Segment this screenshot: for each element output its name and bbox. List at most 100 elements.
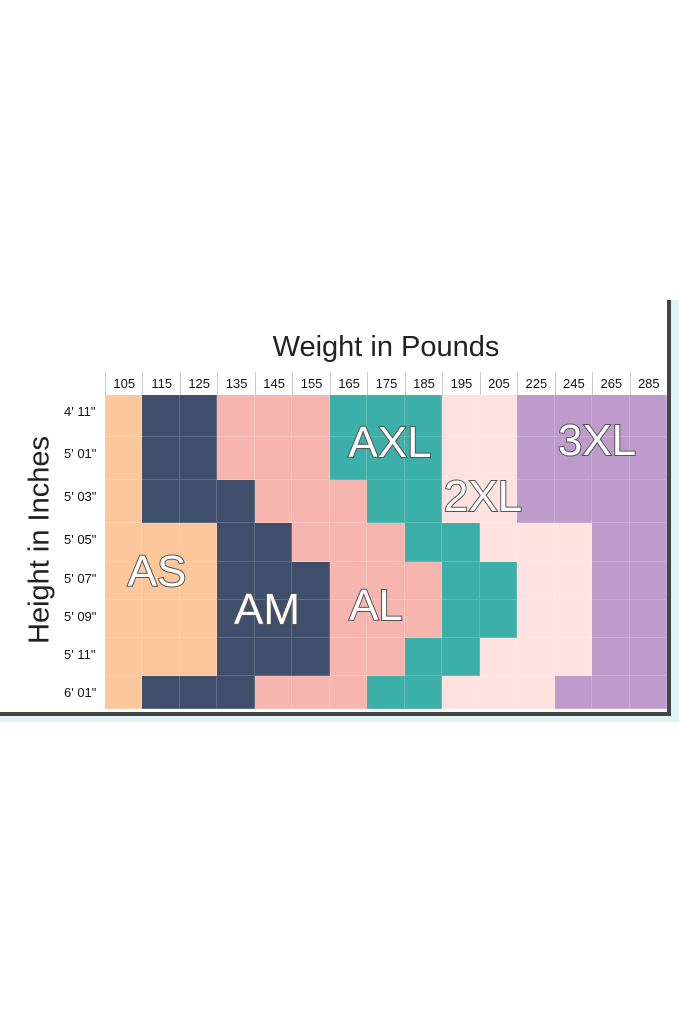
grid-cell-al: [329, 523, 368, 562]
grid-cell-2xl: [442, 480, 480, 523]
grid-cell-3xl: [629, 480, 668, 523]
x-tick-labels: 105 115 125 135 145 155 165 175 185 195 205 225 245 2…: [105, 372, 667, 395]
x-tick-label: 125: [179, 372, 217, 395]
grid-cell-am: [179, 480, 218, 523]
grid-cell-2xl: [479, 523, 518, 562]
grid-cell-axl: [479, 600, 518, 638]
grid-cell-3xl: [629, 562, 668, 600]
grid-cell-3xl: [629, 600, 668, 638]
grid-cell-al: [292, 395, 330, 437]
grid-cell-2xl: [554, 562, 593, 600]
grid-cell-3xl: [592, 395, 630, 437]
grid-cell-as: [179, 562, 218, 600]
y-tick-label: 6' 01": [64, 685, 97, 700]
grid-cell-am: [179, 676, 218, 709]
grid-cell-axl: [442, 638, 480, 676]
y-tick-label: 5' 07": [64, 571, 97, 586]
grid-cell-al: [329, 480, 368, 523]
x-tick-label: 165: [329, 372, 367, 395]
grid-cell-3xl: [554, 395, 593, 437]
grid-cell-am: [292, 562, 330, 600]
grid-cell-as: [105, 395, 143, 437]
grid-cell-axl: [367, 480, 405, 523]
grid-cell-al: [292, 676, 330, 709]
grid-cell-2xl: [442, 395, 480, 437]
grid-cell-axl: [404, 676, 443, 709]
y-axis-label: Height in Inches: [23, 436, 56, 644]
x-tick-label: 265: [592, 372, 629, 395]
grid-cell-axl: [404, 523, 443, 562]
grid-cell-3xl: [629, 638, 668, 676]
y-tick-label: 5' 09": [64, 609, 97, 624]
size-label-3xl: 3XL: [557, 415, 637, 466]
y-tick-label: 4' 11": [64, 404, 96, 419]
grid-cell-3xl: [629, 523, 668, 562]
grid-cell-al: [217, 437, 255, 480]
grid-cell-2xl: [517, 638, 555, 676]
grid-cell-axl: [404, 480, 443, 523]
grid-row: [105, 395, 668, 437]
grid-cell-am: [292, 638, 330, 676]
grid-cell-axl: [367, 437, 405, 480]
grid-cell-am: [217, 676, 255, 709]
grid-cell-2xl: [517, 600, 555, 638]
grid-cell-2xl: [554, 523, 593, 562]
grid-row: [105, 562, 668, 600]
size-label-al: AL: [348, 580, 404, 631]
grid-cell-2xl: [517, 523, 555, 562]
grid-cell-2xl: [479, 437, 518, 480]
grid-cell-axl: [329, 395, 368, 437]
grid-cell-3xl: [629, 676, 668, 709]
y-tick-label: 5' 05": [64, 532, 97, 547]
grid-cell-axl: [442, 523, 480, 562]
grid-cell-am: [254, 600, 293, 638]
grid-cell-al: [404, 562, 443, 600]
grid-cell-3xl: [554, 437, 593, 480]
grid-cell-al: [367, 523, 405, 562]
x-tick-label: 285: [629, 372, 667, 395]
grid-cell-axl: [367, 395, 405, 437]
grid-cell-am: [142, 437, 180, 480]
grid-cell-al: [329, 638, 368, 676]
size-label-as: AS: [127, 546, 188, 597]
grid-cell-axl: [367, 676, 405, 709]
grid-cell-al: [329, 600, 368, 638]
grid-cell-as: [142, 638, 180, 676]
grid-cell-am: [217, 480, 255, 523]
x-tick-label: 115: [142, 372, 179, 395]
grid-cell-al: [367, 638, 405, 676]
grid-cell-al: [404, 600, 443, 638]
chart-frame: [0, 300, 671, 716]
grid-cell-2xl: [517, 562, 555, 600]
grid-cell-am: [142, 480, 180, 523]
grid-cell-3xl: [592, 437, 630, 480]
grid-cell-2xl: [442, 676, 480, 709]
grid-cell-am: [217, 523, 255, 562]
grid-cell-am: [254, 523, 293, 562]
grid-cell-axl: [479, 562, 518, 600]
grid-cell-as: [105, 523, 143, 562]
grid-cell-al: [217, 395, 255, 437]
grid-cell-3xl: [629, 437, 668, 480]
bottom-shadow: [0, 716, 679, 722]
grid-row: [105, 600, 668, 638]
grid-cell-2xl: [554, 638, 593, 676]
grid-cell-3xl: [554, 676, 593, 709]
grid-cell-am: [254, 638, 293, 676]
grid-cell-3xl: [592, 562, 630, 600]
grid-cell-axl: [404, 638, 443, 676]
grid-cell-al: [329, 676, 368, 709]
grid-cell-3xl: [629, 395, 668, 437]
grid-cell-axl: [404, 395, 443, 437]
grid-cell-al: [254, 480, 293, 523]
x-tick-label: 225: [517, 372, 554, 395]
grid-cell-al: [367, 600, 405, 638]
grid-cell-2xl: [479, 395, 518, 437]
grid-cell-as: [179, 638, 218, 676]
y-tick-label: 5' 03": [64, 489, 97, 504]
x-tick-label: 185: [404, 372, 442, 395]
grid-cell-al: [292, 437, 330, 480]
x-tick-label: 155: [292, 372, 329, 395]
grid-cell-as: [179, 600, 218, 638]
y-tick-labels: 4' 11" 5' 01" 5' 03" 5' 05" 5' 07" 5' 09" 5' 1…: [64, 395, 96, 709]
